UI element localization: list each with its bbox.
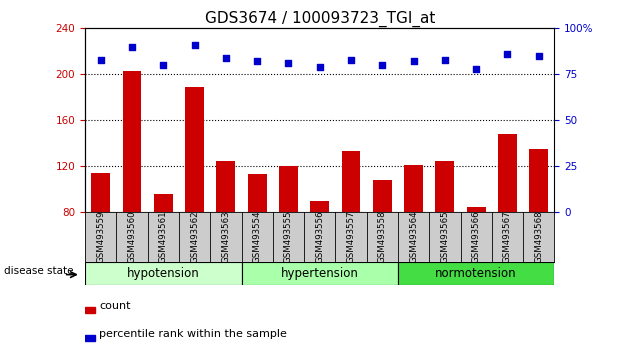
Text: hypertension: hypertension <box>281 267 358 280</box>
Bar <box>311 201 329 212</box>
Text: disease state: disease state <box>4 266 74 276</box>
Bar <box>248 175 266 212</box>
Point <box>502 51 512 57</box>
FancyBboxPatch shape <box>241 262 398 285</box>
Text: GSM493563: GSM493563 <box>221 211 231 263</box>
Bar <box>185 87 204 212</box>
Point <box>346 57 356 62</box>
Text: GSM493560: GSM493560 <box>127 211 137 263</box>
Point <box>471 66 481 72</box>
Point <box>377 62 387 68</box>
Bar <box>154 194 173 212</box>
Text: percentile rank within the sample: percentile rank within the sample <box>99 330 287 339</box>
Point <box>220 55 231 61</box>
Bar <box>91 173 110 212</box>
Bar <box>467 207 486 212</box>
Point <box>127 44 137 50</box>
Bar <box>373 180 392 212</box>
Point <box>284 61 294 66</box>
Title: GDS3674 / 100093723_TGI_at: GDS3674 / 100093723_TGI_at <box>205 11 435 27</box>
Bar <box>404 165 423 212</box>
Text: GSM493564: GSM493564 <box>409 211 418 263</box>
Point <box>534 53 544 59</box>
Text: GSM493565: GSM493565 <box>440 211 449 263</box>
Point <box>190 42 200 48</box>
Bar <box>85 307 95 313</box>
Bar <box>85 335 95 341</box>
Text: GSM493559: GSM493559 <box>96 211 105 263</box>
Text: GSM493562: GSM493562 <box>190 211 199 263</box>
Point <box>96 57 106 62</box>
Text: GSM493561: GSM493561 <box>159 211 168 263</box>
Text: hypotension: hypotension <box>127 267 200 280</box>
Bar <box>498 134 517 212</box>
Text: GSM493555: GSM493555 <box>284 211 293 263</box>
Text: normotension: normotension <box>435 267 517 280</box>
Point <box>158 62 168 68</box>
Bar <box>279 166 298 212</box>
Bar <box>217 161 235 212</box>
Text: GSM493558: GSM493558 <box>378 211 387 263</box>
Point <box>314 64 325 70</box>
Bar <box>529 149 548 212</box>
Text: GSM493554: GSM493554 <box>253 211 261 263</box>
Bar <box>341 152 360 212</box>
Bar <box>123 71 141 212</box>
Bar <box>435 161 454 212</box>
Text: GSM493566: GSM493566 <box>472 211 481 263</box>
Text: count: count <box>99 301 130 311</box>
Text: GSM493557: GSM493557 <box>346 211 355 263</box>
Point <box>440 57 450 62</box>
FancyBboxPatch shape <box>85 262 241 285</box>
Point <box>252 59 262 64</box>
FancyBboxPatch shape <box>398 262 554 285</box>
Point <box>408 59 418 64</box>
Text: GSM493567: GSM493567 <box>503 211 512 263</box>
Text: GSM493568: GSM493568 <box>534 211 543 263</box>
Text: GSM493556: GSM493556 <box>315 211 324 263</box>
